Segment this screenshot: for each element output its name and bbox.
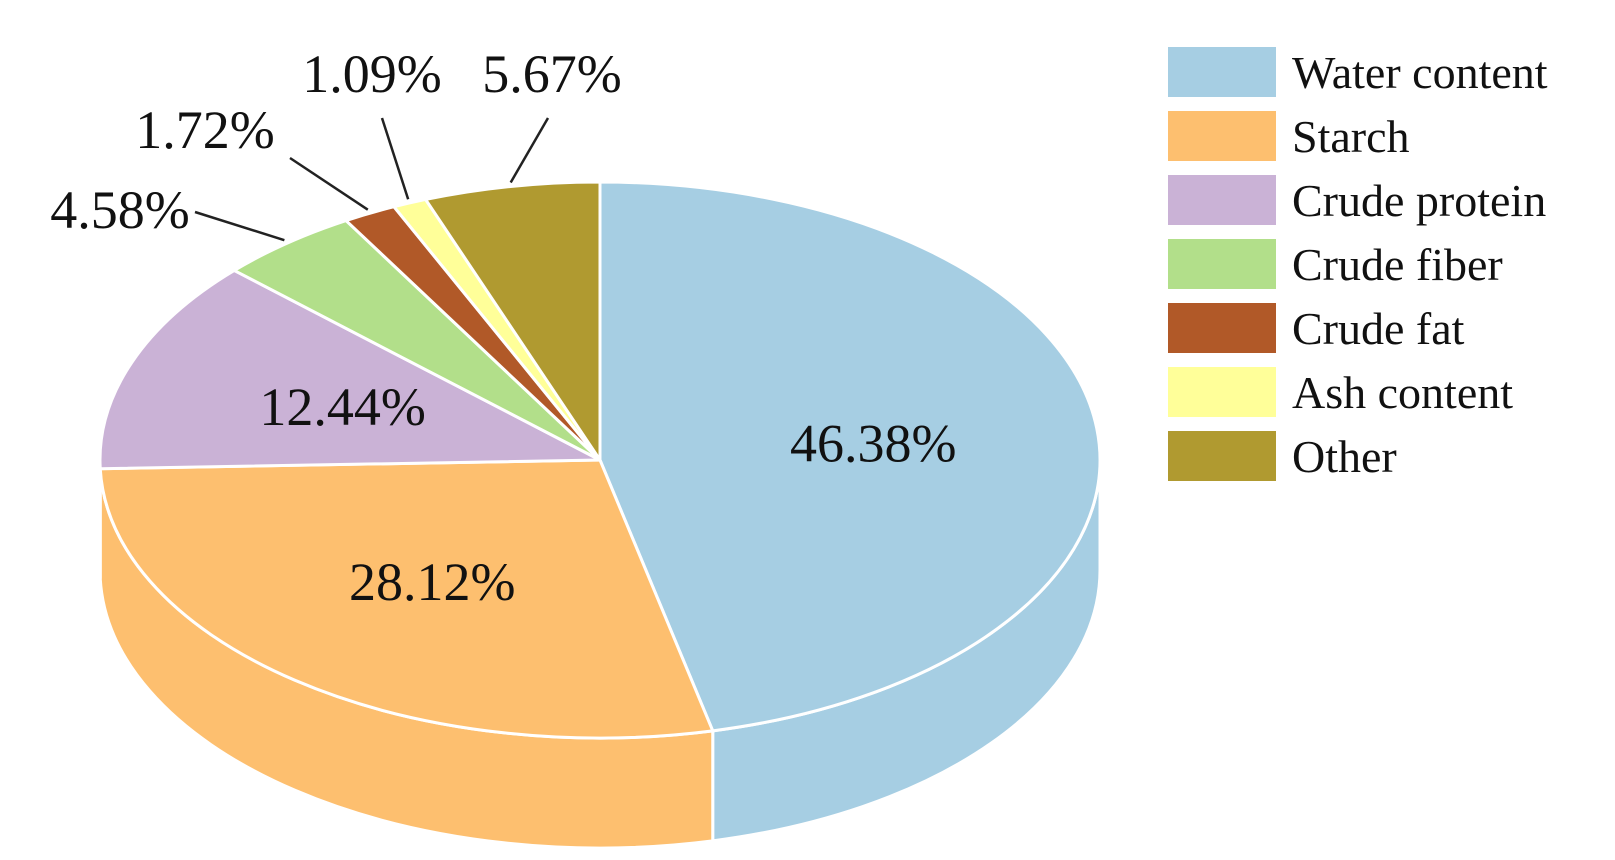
- legend-swatch-starch: [1168, 111, 1276, 161]
- legend-swatch-other: [1168, 431, 1276, 481]
- legend-swatch-ash-content: [1168, 367, 1276, 417]
- legend-label-crude-protein: Crude protein: [1292, 175, 1546, 226]
- leader-line-ash-content: [380, 117, 410, 200]
- legend-label-crude-fiber: Crude fiber: [1292, 239, 1503, 290]
- legend-label-water-content: Water content: [1292, 47, 1548, 98]
- leader-line-crude-fat: [289, 156, 369, 211]
- leader-line-crude-fiber: [194, 210, 285, 242]
- pie-slice-crude-protein: [98, 268, 601, 471]
- pie-slice-water-content: [598, 180, 1102, 733]
- pie-slices: [98, 180, 1102, 740]
- legend-swatch-crude-fat: [1168, 303, 1276, 353]
- pie-slice-starch: [98, 458, 715, 740]
- data-label-crude-protein: 12.44%: [259, 377, 425, 437]
- legend-label-ash-content: Ash content: [1292, 367, 1513, 418]
- data-label-water-content: 46.38%: [790, 414, 956, 474]
- legend: Water content Starch Crude protein Crude fi…: [1168, 47, 1548, 482]
- data-label-crude-fiber: 4.58%: [50, 180, 189, 240]
- leader-lines: [194, 117, 550, 242]
- data-label-ash-content: 1.09%: [302, 44, 441, 104]
- legend-swatch-crude-protein: [1168, 175, 1276, 225]
- data-label-other: 5.67%: [482, 44, 621, 104]
- data-label-crude-fat: 1.72%: [135, 100, 274, 160]
- legend-swatch-crude-fiber: [1168, 239, 1276, 289]
- data-labels: 46.38% 28.12% 12.44% 4.58% 1.72% 1.09% 5.67%: [50, 44, 956, 612]
- legend-label-other: Other: [1292, 431, 1397, 482]
- data-label-starch: 28.12%: [349, 552, 515, 612]
- legend-label-crude-fat: Crude fat: [1292, 303, 1465, 354]
- leader-line-other: [509, 117, 550, 184]
- legend-swatch-water-content: [1168, 47, 1276, 97]
- legend-label-starch: Starch: [1292, 111, 1410, 162]
- pie-slice-other: [423, 180, 602, 465]
